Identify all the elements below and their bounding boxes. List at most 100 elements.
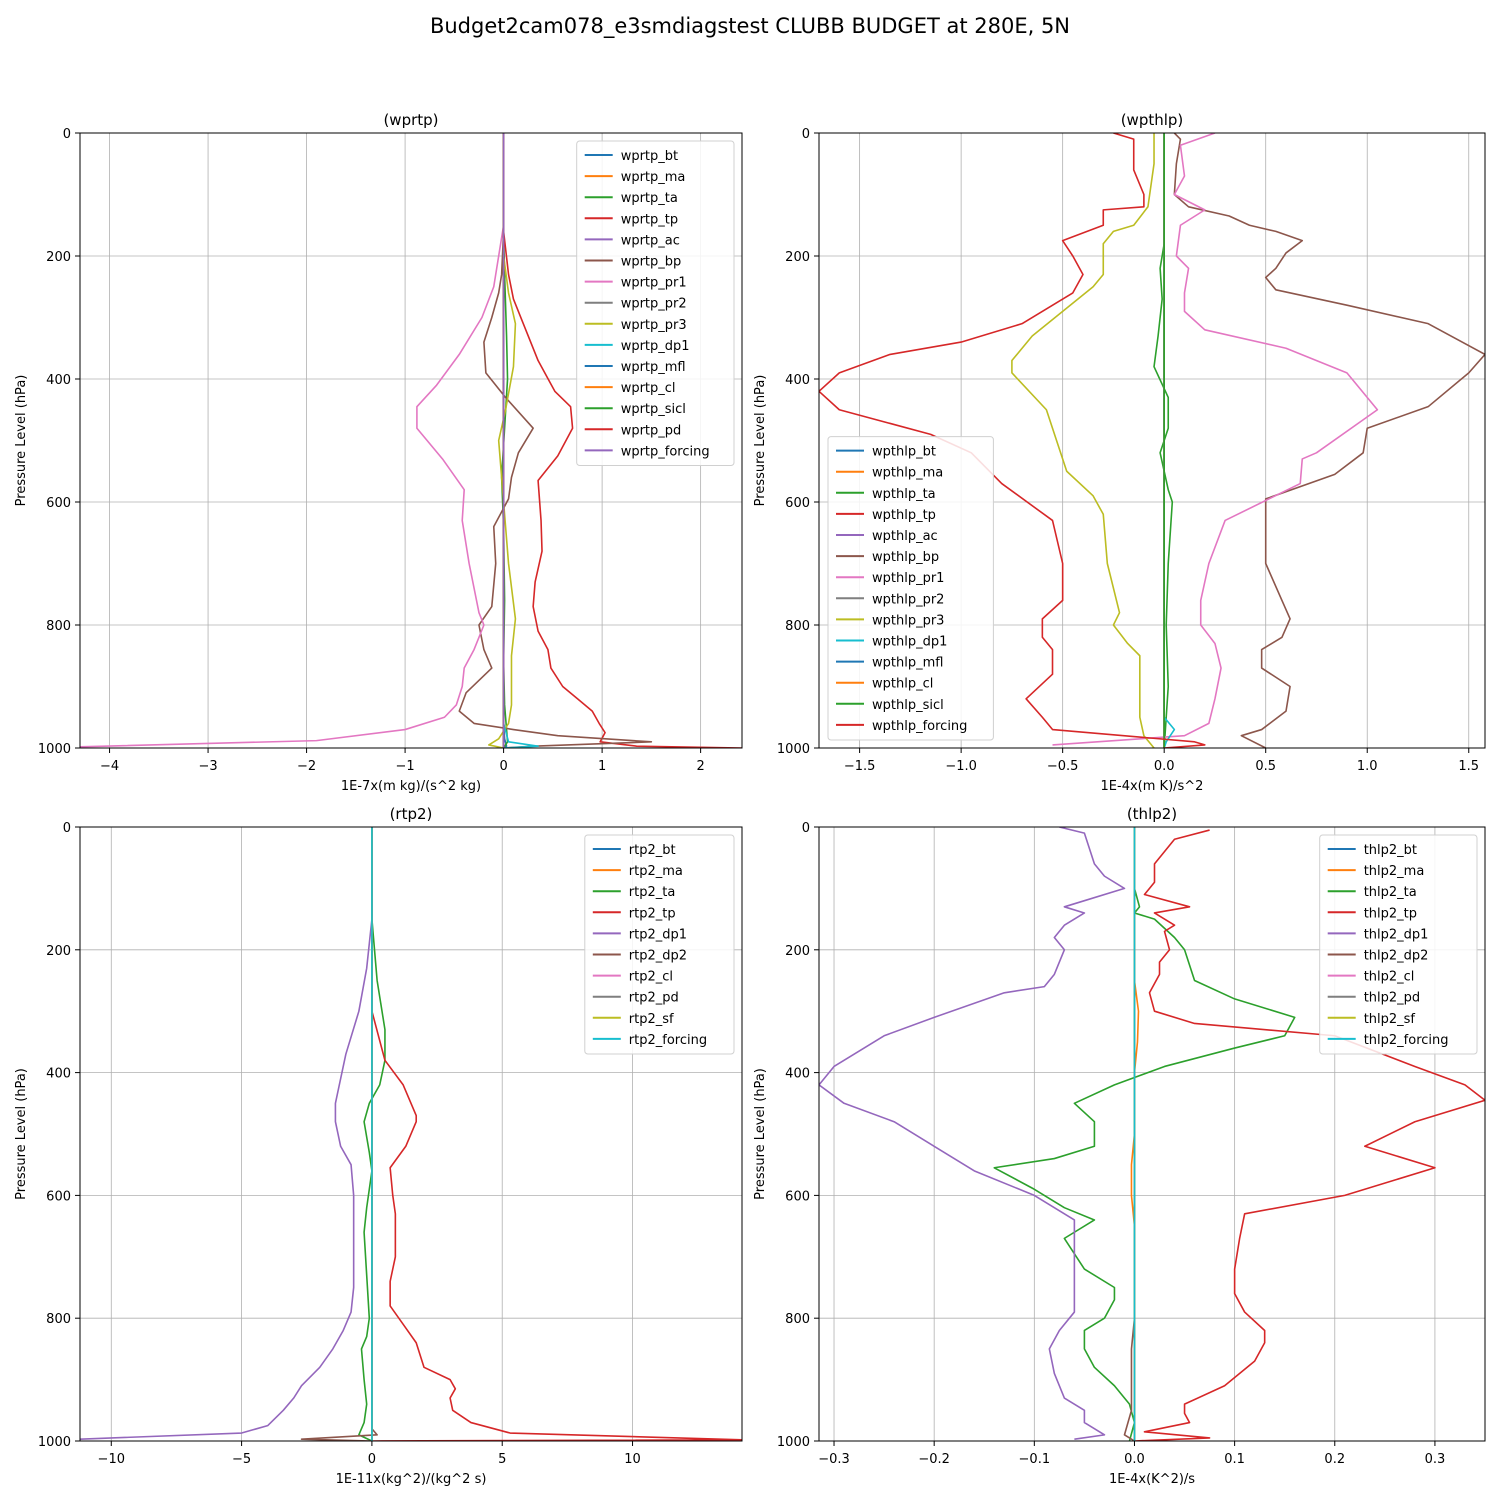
series-line-wprtp_ta [500,133,509,748]
legend-entry: rtp2_forcing [629,1033,707,1048]
figure-title: Budget2cam078_e3smdiagstest CLUBB BUDGET… [429,14,1071,38]
series-line-wpthlp_dp1 [1163,133,1176,748]
legend-entry: rtp2_ta [629,885,676,900]
x-axis-label: 1E-7x(m kg)/(s^2 kg) [341,779,481,794]
x-tick-label: −3 [198,759,217,774]
legend-box [576,140,735,466]
legend-entry: thlp2_ta [1364,885,1417,900]
x-tick-label: 5 [498,1452,506,1467]
legend-entry: wprtp_pr1 [621,276,687,291]
x-tick-label: 0.0 [1124,1452,1145,1467]
legend-entry: rtp2_dp1 [629,927,687,942]
series-line-wprtp_dp1 [502,133,539,748]
x-tick-label: −0.3 [818,1452,850,1467]
legend-entry: wprtp_bt [621,149,678,164]
subplot-1: −1.5 −1.0 −0.5 0.0 0.5 1.0 1.5 0 200 400 600 800 100… [753,111,1486,794]
x-tick-label: 0 [499,759,507,774]
axes-frame [79,132,743,749]
legend-entry: thlp2_forcing [1364,1033,1449,1048]
y-tick-label: 1000 [777,1435,810,1450]
legend-entry: thlp2_pd [1364,991,1420,1006]
legend-entry: wpthlp_sicl [872,698,944,713]
subplot-title: (wprtp) [383,111,438,129]
legend-entry: wprtp_sicl [621,402,686,417]
legend-entry: wprtp_ac [621,233,680,248]
legend-entry: rtp2_dp2 [629,949,687,964]
y-tick-label: 400 [46,373,71,388]
x-tick-label: 0.0 [1154,759,1175,774]
x-tick-label: 1.0 [1357,759,1378,774]
series-line-wprtp_pr3 [488,133,517,748]
legend-box [1319,834,1478,1055]
x-tick-label: 1.5 [1458,759,1479,774]
subplot-title: (rtp2) [390,805,433,823]
x-tick-label: 0 [368,1452,376,1467]
series-line-thlp2_dp2 [1123,827,1136,1441]
series-group [819,133,1485,748]
axes-frame [79,826,743,1442]
y-tick-label: 800 [785,1312,810,1327]
legend-entry: wprtp_pd [621,423,682,438]
y-axis-label: Pressure Level (hPa) [753,375,768,507]
x-tick-label: 0.5 [1255,759,1276,774]
y-tick-label: 200 [46,944,71,959]
y-tick-label: 800 [46,1312,71,1327]
legend-entry: wpthlp_cl [872,677,933,692]
x-tick-label: −4 [100,759,119,774]
series-line-wpthlp_bp [1173,133,1485,748]
y-tick-label: 0 [63,821,71,836]
legend-entry: wprtp_pr3 [621,318,687,333]
legend: wpthlp_bt wpthlp_ma wpthlp_ta wpthlp_tpwpth… [827,436,994,741]
legend: wprtp_bt wprtp_ma wprtp_ta wprtp_tp wprtp_ac… [576,140,735,466]
series-group [819,827,1485,1441]
legend-entry: rtp2_cl [629,970,673,985]
y-tick-label: 600 [46,1189,71,1204]
legend-entry: wpthlp_mfl [872,656,943,671]
y-tick-label: 0 [63,127,71,142]
subplot-2: −10 −5 0 5 10 0 200 400 600 800 1000 (rtp2) 1E-11x(k… [14,805,743,1487]
legend-entry: thlp2_bt [1364,843,1417,858]
legend-entry: wpthlp_ma [872,466,943,481]
subplot-title: (wpthlp) [1121,111,1184,129]
legend-entry: thlp2_cl [1364,970,1415,985]
series-line-wprtp_pr1 [80,133,505,748]
legend-entry: wprtp_tp [621,212,678,227]
y-tick-label: 200 [46,250,71,265]
y-tick-label: 0 [802,821,810,836]
series-line-wprtp_bp [458,133,653,748]
series-line-wpthlp_pr1 [1052,133,1379,746]
y-tick-label: 200 [785,944,810,959]
series-line-rtp2_dp1 [80,827,373,1440]
legend-entry: wpthlp_forcing [872,719,967,734]
legend-entry: thlp2_ma [1364,864,1425,879]
axes-frame [818,132,1486,749]
y-tick-label: 400 [46,1067,71,1082]
x-tick-label: 0.2 [1324,1452,1345,1467]
series-line-wpthlp_ta [1153,133,1174,748]
x-tick-label: −0.5 [1047,759,1079,774]
series-line-wprtp_tp [502,133,742,748]
y-tick-label: 0 [802,127,810,142]
legend-entry: rtp2_pd [629,991,679,1006]
x-tick-label: −10 [98,1452,125,1467]
x-axis-label: 1E-11x(kg^2)/(kg^2 s) [336,1472,487,1487]
legend-entry: thlp2_sf [1364,1012,1416,1027]
series-line-thlp2_tp [1134,829,1485,1441]
x-tick-label: −0.1 [1019,1452,1051,1467]
legend-entry: rtp2_sf [629,1012,674,1027]
y-tick-label: 1000 [38,742,71,757]
x-tick-label: 0.3 [1425,1452,1446,1467]
subplot-0: −4 −3 −2 −1 0 1 2 0 200 400 600 800 1000 (wprtp) 1E-7x… [14,111,743,794]
legend-entry: wpthlp_bp [872,550,939,565]
x-tick-label: −5 [232,1452,251,1467]
legend-entry: wpthlp_pr1 [872,571,944,586]
legend-entry: wprtp_forcing [621,444,710,459]
y-axis-label: Pressure Level (hPa) [753,1068,768,1200]
legend-entry: wprtp_pr2 [621,297,687,312]
y-tick-label: 600 [46,496,71,511]
series-group [80,133,742,748]
subplot-3: −0.3 −0.2 −0.1 0.0 0.1 0.2 0.3 0 200 400 600 800 100… [753,805,1486,1487]
legend-entry: wprtp_bp [621,255,682,270]
legend-entry: rtp2_bt [629,843,676,858]
